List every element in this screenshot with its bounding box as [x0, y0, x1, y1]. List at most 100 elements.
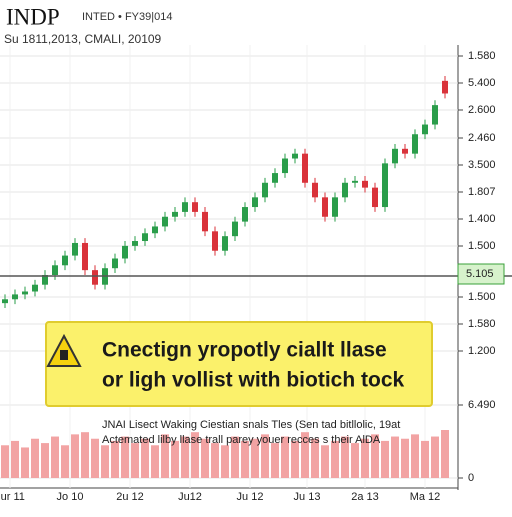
volume-bar [51, 436, 59, 478]
y-tick-label: 1.200 [468, 345, 496, 357]
volume-bar [331, 440, 339, 478]
candle-body [412, 134, 418, 154]
candle-body [112, 258, 118, 269]
volume-bar [151, 445, 159, 478]
candle-body [362, 180, 368, 188]
x-tick-label: Jo 10 [57, 491, 84, 503]
x-tick-label: Ju 12 [237, 491, 264, 503]
volume-bar [61, 445, 69, 478]
candle-body [212, 231, 218, 251]
candle-body [92, 270, 98, 285]
candle-body [172, 211, 178, 217]
callout [45, 321, 433, 407]
x-tick-label: Ma 12 [410, 491, 441, 503]
candle-body [62, 255, 68, 266]
volume-bar [21, 447, 29, 478]
candle-body [152, 226, 158, 234]
volume-bar [241, 440, 249, 478]
volume-bar [271, 443, 279, 478]
candle-body [332, 197, 338, 217]
volume-bar [211, 443, 219, 478]
candle-body [232, 221, 238, 237]
candle-body [252, 197, 258, 208]
candle-body [352, 180, 358, 183]
volume-bar [371, 434, 379, 478]
candle-body [2, 299, 8, 304]
candle-body [312, 182, 318, 198]
y-tick-label: 1.500 [468, 240, 496, 252]
candle-body [272, 173, 278, 183]
y-tick-label: 1.580 [468, 50, 496, 62]
volume-bar [81, 432, 89, 478]
candle-body [242, 207, 248, 222]
current-price-box [457, 263, 505, 285]
volume-bar [41, 443, 49, 478]
candle-body [32, 284, 38, 292]
candle-body [142, 233, 148, 242]
y-tick-label: 6.490 [468, 399, 496, 411]
y-tick-label: 1.580 [468, 318, 496, 330]
candle-body [42, 274, 48, 285]
candle-body [182, 202, 188, 212]
candle-body [162, 216, 168, 227]
volume-bar [361, 438, 369, 478]
candle-body [392, 148, 398, 164]
callout-line: or ligh vollist with biotich tock [102, 369, 404, 392]
volume-bar [221, 445, 229, 478]
volume-bar [131, 443, 139, 478]
candle-body [322, 197, 328, 217]
x-tick-label: Ju 13 [294, 491, 321, 503]
volume-bar [171, 440, 179, 478]
volume-bar [291, 440, 299, 478]
candle-body [262, 182, 268, 198]
volume-bar [141, 438, 149, 478]
candle-body [72, 242, 78, 256]
volume-bar [381, 440, 389, 478]
volume-bar [411, 434, 419, 478]
candle-body [282, 158, 288, 174]
caption-line: Actemated lilby llase trall parey youer … [102, 434, 381, 446]
candle-body [302, 153, 308, 183]
candle-body [292, 153, 298, 159]
warning-icon [60, 350, 68, 360]
candle-body [52, 265, 58, 275]
x-tick-label: Jur 11 [0, 491, 25, 503]
y-tick-label: 2.460 [468, 132, 496, 144]
volume-bar [311, 438, 319, 478]
volume-bar [421, 440, 429, 478]
y-tick-label: 5.400 [468, 77, 496, 89]
x-tick-label: 2u 12 [116, 491, 144, 503]
candle-body [82, 242, 88, 271]
y-tick-label: 1.807 [468, 186, 496, 198]
volume-bar [191, 432, 199, 478]
volume-bar [31, 438, 39, 478]
volume-bar [261, 434, 269, 478]
volume-bar [441, 430, 449, 478]
candle-body [422, 124, 428, 135]
volume-bar [71, 434, 79, 478]
current-price-label: 5.105 [466, 268, 494, 280]
candle-body [222, 236, 228, 251]
candle-body [202, 211, 208, 232]
callout-line: Cnectign yropotly ciallt llase [102, 339, 387, 362]
volume-bar [161, 434, 169, 478]
volume-bar [91, 438, 99, 478]
caption-line: JNAI Lisect Waking Ciestian snals Tles (… [102, 419, 400, 431]
y-tick-label: 1.500 [468, 291, 496, 303]
candle-body [122, 245, 128, 259]
y-tick-label: 0 [468, 472, 474, 484]
volume-bar [101, 445, 109, 478]
subtitle: Su 1811,2013, CMALI, 20109 [4, 32, 162, 46]
candle-body [12, 294, 18, 300]
volume-bar [391, 436, 399, 478]
volume-bar [11, 440, 19, 478]
candle-body [132, 241, 138, 246]
volume-bar [181, 436, 189, 478]
volume-bar [231, 436, 239, 478]
candle-body [372, 187, 378, 208]
candle-body [22, 291, 28, 295]
candle-body [342, 182, 348, 198]
candle-body [402, 148, 408, 154]
x-tick-label: 2a 13 [351, 491, 379, 503]
